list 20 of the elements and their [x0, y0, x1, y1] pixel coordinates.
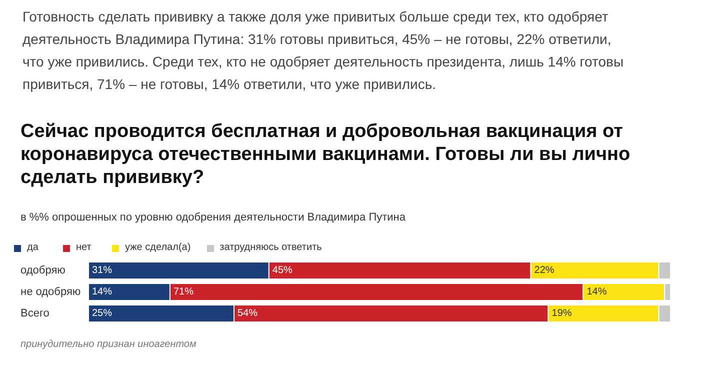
data-label: 45% — [272, 265, 293, 276]
legend-label: уже сделал(а) — [125, 242, 191, 253]
data-label: 54% — [237, 308, 258, 319]
legend-label: да — [27, 242, 40, 253]
chart-title: Сейчас проводится бесплатная и добровольная вакцинация от коронавируса отечественными вакцинами. Готовы ли вы лично сделать прививку? — [20, 121, 630, 188]
data-label: 14% — [92, 286, 112, 298]
data-label: 19% — [552, 308, 572, 319]
legend-label: затрудняюсь ответить — [220, 242, 322, 253]
data-label: 71% — [173, 286, 194, 298]
text: Готовность сделать прививку а также доля уже привитых больше среди тех, кто одобряет деятельность Владимира Путина: 31% готовы привиться, 45% – не готовы, 22% ответили, что уже привились. Среди тех, кто не одобряет деятельность президента, лишь 14% готовы привиться, 71% – не готовы, 14% ответили, что уже привились. — [22, 8, 624, 92]
data-label: 14% — [586, 286, 607, 298]
legend-label: нет — [76, 242, 92, 253]
data-label: 22% — [534, 265, 554, 276]
y-tick-label: не одобряю — [20, 286, 81, 298]
text: принудительно признан иноагентом — [20, 339, 196, 350]
data-label: 31% — [92, 265, 112, 276]
y-tick-label: одобряю — [20, 264, 66, 276]
data-label: 25% — [92, 308, 112, 319]
chart-subtitle: в %% опрошенных по уровню одобрения деятельности Владимира Путина — [20, 212, 406, 224]
y-tick-label: Всего — [20, 308, 50, 320]
